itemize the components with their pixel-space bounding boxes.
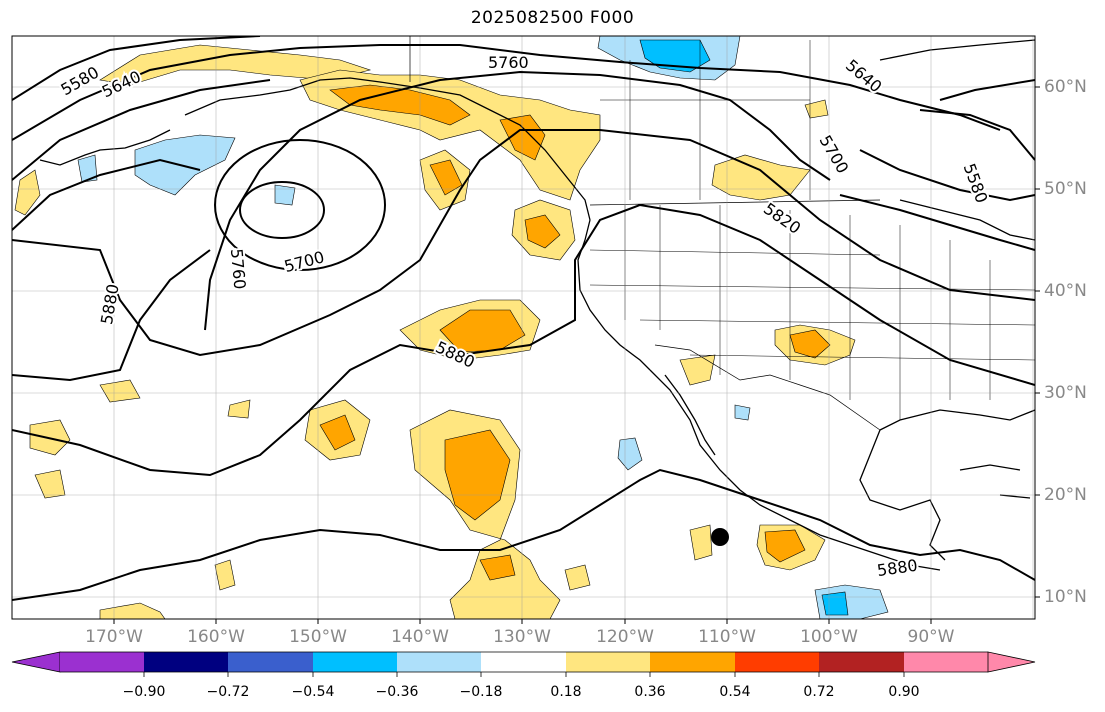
lat-label: 60°N — [1044, 77, 1087, 97]
height-contours — [12, 36, 1035, 601]
colorbar-tick-label: 0.72 — [803, 684, 835, 700]
lon-label: 110°W — [698, 627, 756, 647]
country-borders — [409, 36, 881, 431]
colorbar-segment — [819, 652, 904, 672]
contour-label: 5820 — [760, 199, 804, 238]
colorbar-segment — [60, 652, 144, 672]
contour-label: 5580 — [960, 161, 992, 206]
lon-label: 90°W — [907, 627, 955, 647]
map-frame — [11, 35, 1036, 620]
state-lines — [589, 40, 1035, 420]
lat-label: 50°N — [1044, 179, 1087, 199]
colorbar-segment — [397, 652, 481, 672]
lon-label: 140°W — [391, 627, 449, 647]
lon-label: 150°W — [289, 627, 347, 647]
colorbar-tick-label: −0.36 — [375, 684, 419, 700]
colorbar — [11, 651, 1036, 677]
colorbar-segment — [566, 652, 650, 672]
colorbar-tick-label: −0.54 — [291, 684, 335, 700]
lon-label: 100°W — [800, 627, 858, 647]
colorbar-tick-label: 0.18 — [550, 684, 582, 700]
colorbar-segment — [228, 652, 313, 672]
colorbar-segment — [144, 652, 228, 672]
contour-label: 5640 — [842, 56, 885, 97]
colorbar-tick-label: 0.90 — [888, 684, 920, 700]
colorbar-tick-label: 0.54 — [719, 684, 751, 700]
colorbar-tick-label: −0.90 — [122, 684, 166, 700]
contour-label: 5700 — [282, 247, 326, 276]
colorbar-segment — [313, 652, 397, 672]
lat-label: 30°N — [1044, 383, 1087, 403]
colorbar-tick-label: −0.18 — [459, 684, 503, 700]
contour-label: 5880 — [97, 283, 123, 326]
colorbar-segment — [904, 652, 988, 672]
map-title: 2025082500 F000 — [470, 8, 635, 28]
shaded-fields — [14, 36, 889, 619]
colorbar-segment — [650, 652, 735, 672]
colorbar-tick-label: 0.36 — [634, 684, 666, 700]
lon-label: 170°W — [85, 627, 143, 647]
lat-label: 40°N — [1044, 281, 1087, 301]
contour-label: 5760 — [227, 248, 249, 290]
storm-center-dot — [711, 528, 729, 546]
lat-label: 10°N — [1044, 587, 1087, 607]
contour-label: 5880 — [876, 556, 919, 580]
lon-label: 130°W — [493, 627, 551, 647]
graticule — [12, 36, 1035, 619]
lon-label: 120°W — [596, 627, 654, 647]
colorbar-extend-left — [11, 651, 61, 673]
colorbar-extend-right — [987, 651, 1036, 673]
lat-label: 20°N — [1044, 485, 1087, 505]
colorbar-segment — [735, 652, 819, 672]
colorbar-tick-label: −0.72 — [206, 684, 250, 700]
axis-ticks — [113, 86, 1040, 624]
contour-label: 5760 — [488, 53, 529, 72]
contour-label: 5700 — [816, 132, 853, 177]
colorbar-segment — [481, 652, 566, 672]
lon-label: 160°W — [187, 627, 245, 647]
